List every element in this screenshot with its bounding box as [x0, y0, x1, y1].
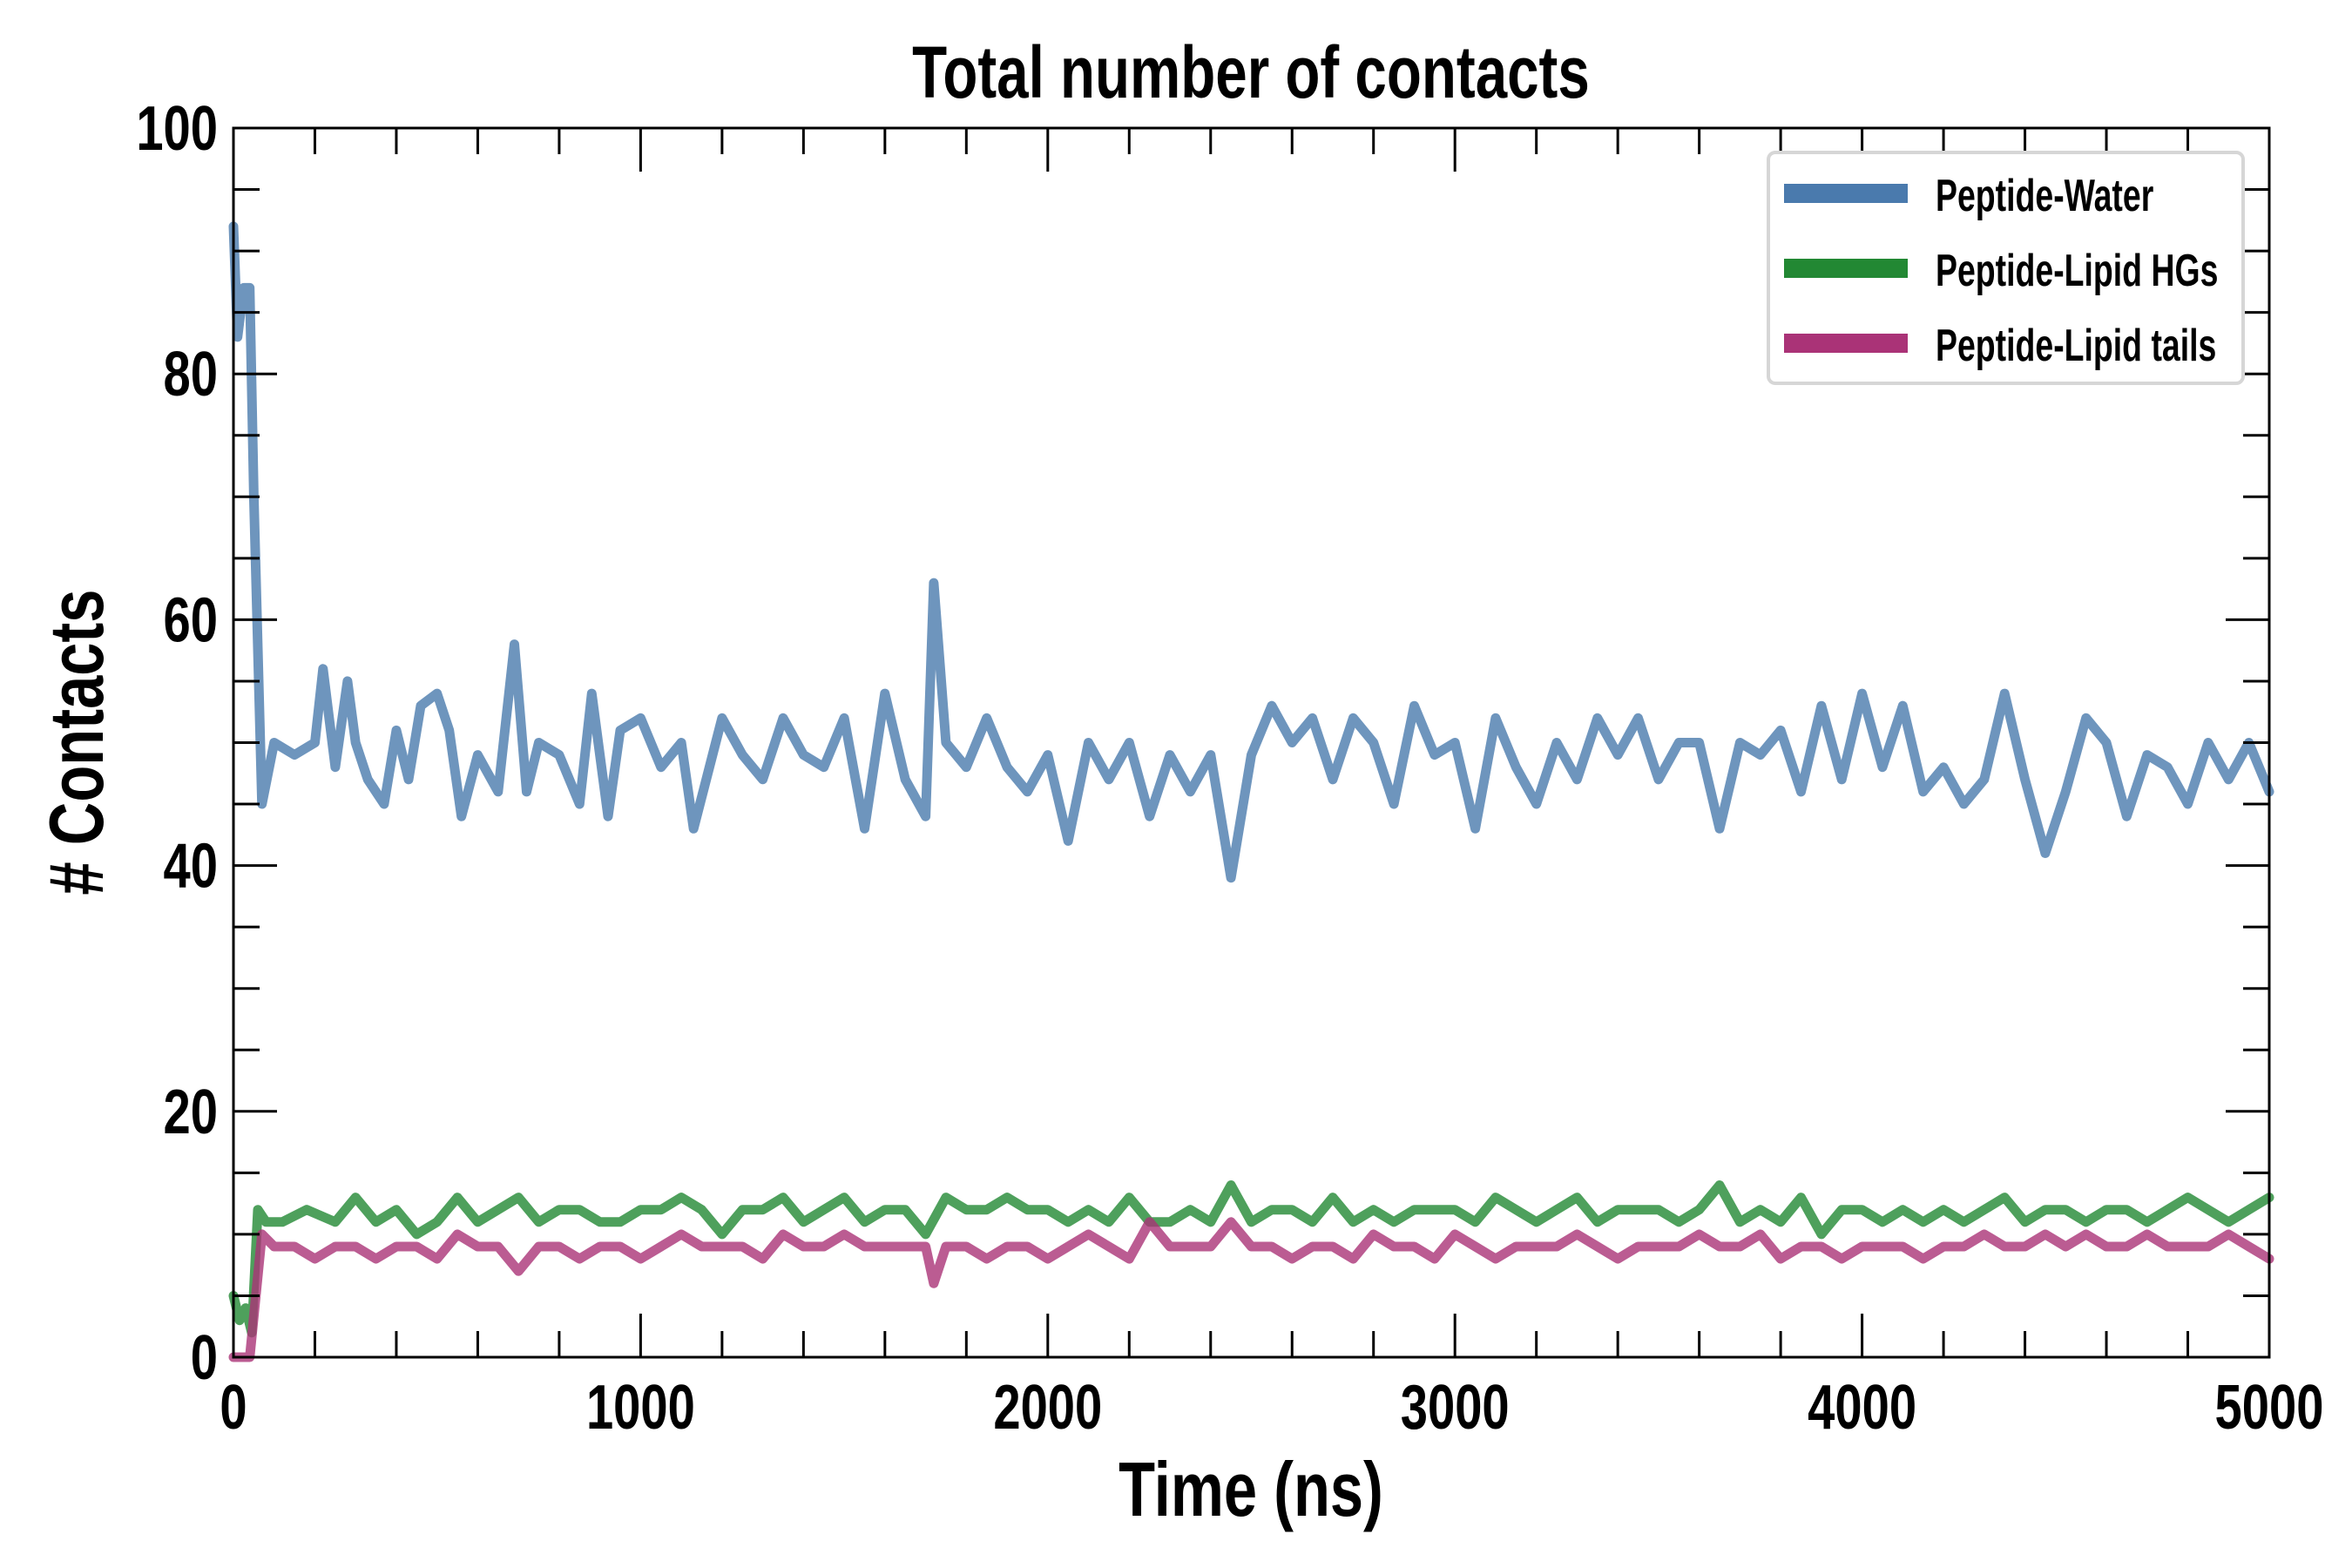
x-tick-label: 2000 — [993, 1372, 1102, 1442]
y-tick-label: 60 — [164, 585, 218, 655]
y-tick-label: 20 — [164, 1077, 218, 1146]
legend-label: Peptide-Water — [1936, 170, 2153, 221]
legend-label: Peptide-Lipid tails — [1936, 320, 2216, 371]
y-axis-label: # Contacts — [34, 590, 119, 896]
y-tick-label: 40 — [164, 831, 218, 901]
x-tick-label: 1000 — [586, 1372, 695, 1442]
y-tick-label: 100 — [136, 93, 218, 163]
y-tick-label: 0 — [191, 1322, 218, 1392]
tick-layer: 0 1000 2000 3000 4000 5000 0 20 40 60 80 100 — [136, 93, 2323, 1442]
series-line-peptide-water — [228, 221, 2274, 883]
x-tick-label: 3000 — [1401, 1372, 1510, 1442]
chart-title: Total number of contacts — [912, 31, 1590, 113]
legend: Peptide-Water Peptide-Lipid HGs Peptide-Li… — [1767, 151, 2245, 385]
legend-box — [1767, 151, 2245, 385]
y-tick-label: 80 — [164, 340, 218, 409]
x-tick-label: 4000 — [1808, 1372, 1916, 1442]
series-line-peptide-lipid-hgs — [228, 1180, 2274, 1338]
series-line-peptide-lipid-tails — [228, 1217, 2274, 1362]
x-tick-label: 0 — [220, 1372, 247, 1442]
series-layer — [228, 221, 2274, 1362]
x-axis-label: Time (ns) — [1119, 1447, 1383, 1532]
x-tick-label: 5000 — [2215, 1372, 2324, 1442]
legend-label: Peptide-Lipid HGs — [1936, 245, 2218, 296]
